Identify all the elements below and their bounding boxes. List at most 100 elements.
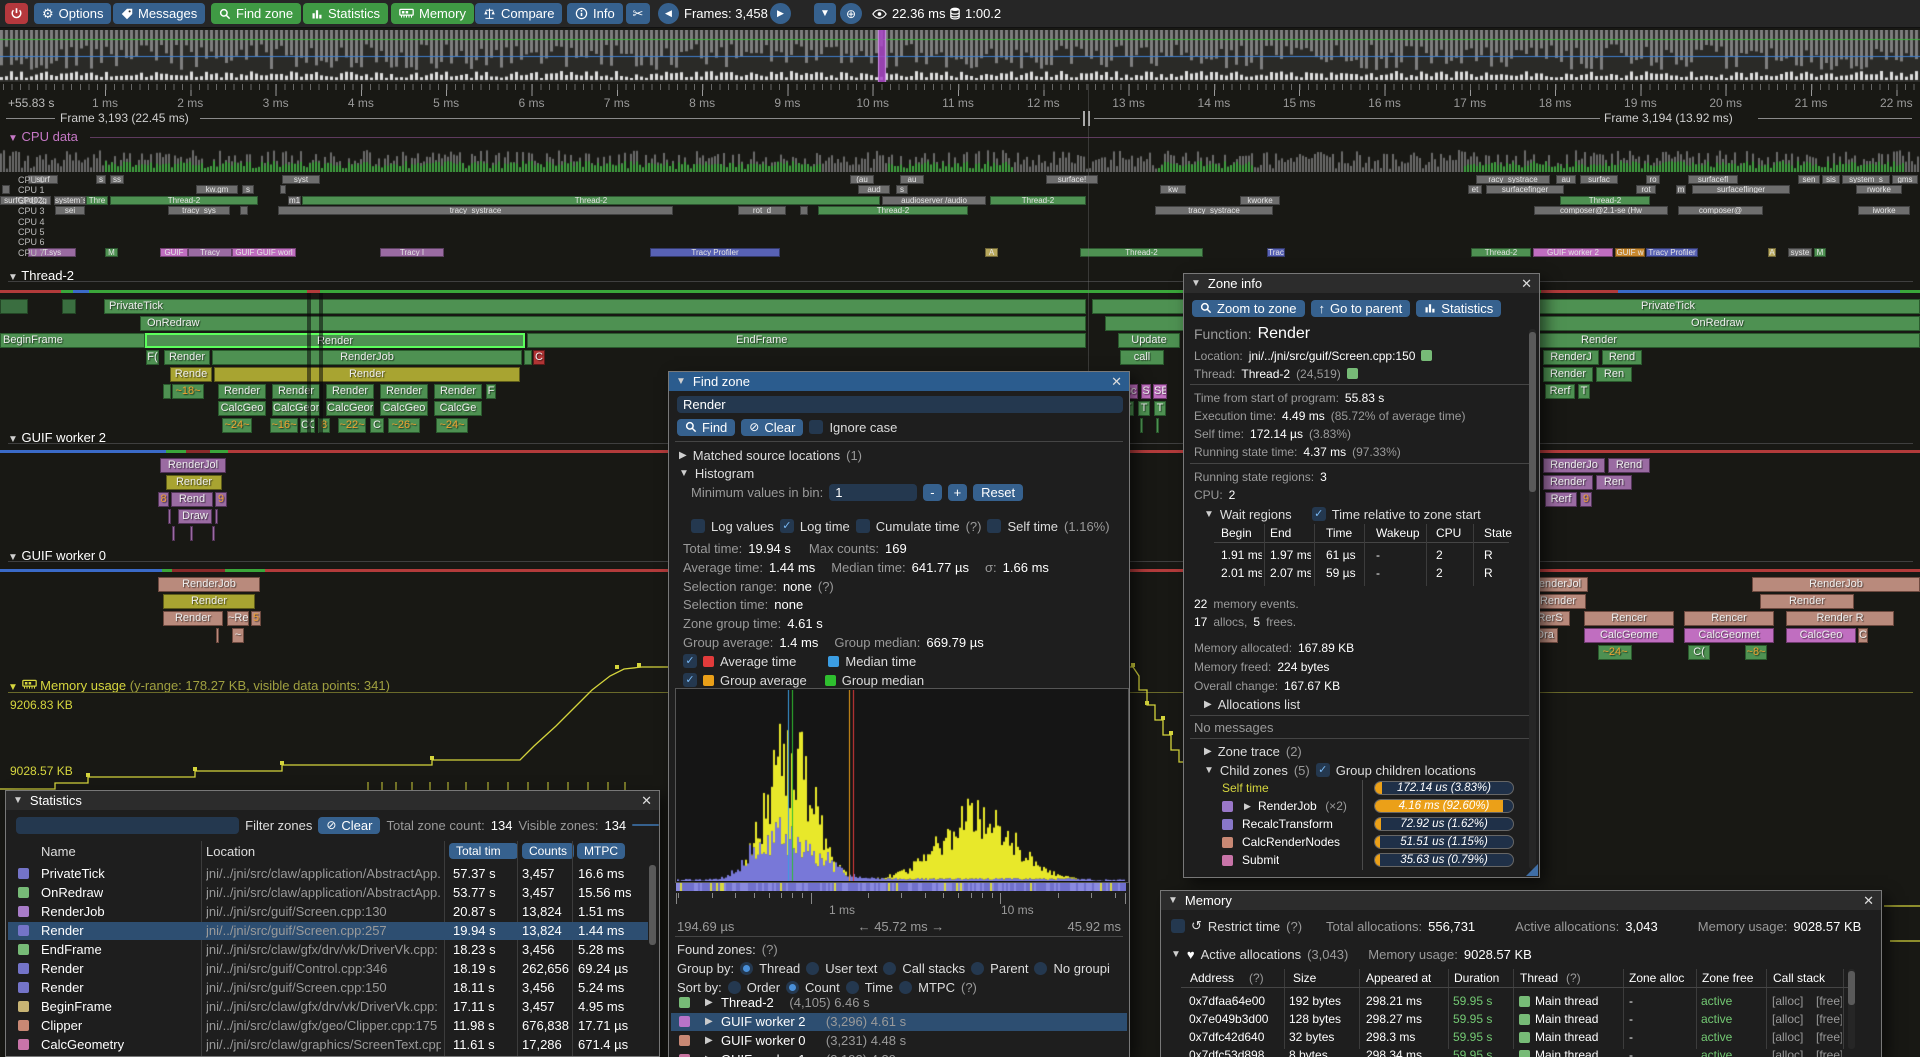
timeline-zone[interactable]: ~18~: [172, 384, 204, 399]
timeline-zone[interactable]: [0, 299, 28, 314]
timeline-zone[interactable]: [163, 384, 171, 399]
timeline-zone[interactable]: ~24~: [1598, 645, 1632, 660]
timeline-zone[interactable]: ~24~: [222, 418, 252, 433]
cpu-zone[interactable]: rot_d: [738, 206, 786, 215]
cpu-zone[interactable]: kw: [1160, 185, 1186, 194]
timeline-zone[interactable]: [216, 628, 219, 643]
cpu-zone[interactable]: Thread-2: [1471, 248, 1531, 257]
cpu-zone[interactable]: Thread-2: [1560, 196, 1650, 205]
resize-grip[interactable]: [1526, 864, 1538, 876]
radio-order[interactable]: [727, 980, 741, 994]
find-zone-titlebar[interactable]: ▼ Find zone ✕: [669, 372, 1129, 391]
memory-button[interactable]: Memory: [391, 3, 474, 24]
found-zone-group[interactable]: ▶ Thread-2 (4,105) 6.46 s: [671, 994, 1127, 1012]
table-row[interactable]: Clipper jni/../jni/src/claw/gfx/geo/Clipp…: [8, 1017, 648, 1035]
cpu-zone[interactable]: [800, 206, 808, 215]
timeline-zone[interactable]: Render: [380, 384, 428, 399]
log-values-checkbox[interactable]: [691, 519, 705, 533]
clear-filter-button[interactable]: ⊘ Clear: [318, 816, 381, 834]
timeline-zone[interactable]: Render: [1530, 594, 1586, 609]
options-button[interactable]: ⚙ Options: [34, 3, 112, 24]
cpu-zone[interactable]: rworke: [1856, 185, 1902, 194]
timeline-zone[interactable]: RenderJol: [160, 458, 226, 473]
zone-info-titlebar[interactable]: ▼ Zone info ✕: [1184, 274, 1539, 293]
cpu-zone[interactable]: system_s: [1842, 175, 1890, 184]
radio-mtpc[interactable]: [899, 980, 913, 994]
timeline-zone[interactable]: [172, 526, 175, 541]
timeline-zone[interactable]: C: [533, 350, 545, 365]
close-icon[interactable]: ✕: [1521, 275, 1532, 291]
cpu-zone[interactable]: s: [96, 175, 106, 184]
found-zone-group[interactable]: ▶ GUIF worker 2 (3,296) 4.61 s: [671, 1013, 1127, 1031]
cpu-zone[interactable]: tracy_systrace: [1155, 206, 1273, 215]
timeline-zone[interactable]: ~16~: [270, 418, 298, 433]
cpu-zone[interactable]: Thread-2: [302, 196, 880, 205]
timeline-zone[interactable]: Render: [214, 367, 520, 382]
timeline-zone[interactable]: Update: [1118, 333, 1180, 348]
cpu-zone[interactable]: syste: [1788, 248, 1812, 257]
timeline-zone[interactable]: T: [1154, 401, 1166, 416]
timeline-zone[interactable]: CalcGeo: [1786, 628, 1856, 643]
cpu-zone[interactable]: m1a: [288, 196, 301, 205]
timeline-zone[interactable]: RenderJob: [212, 350, 522, 365]
statistics-button[interactable]: Statistics: [303, 3, 389, 24]
find-button[interactable]: Find: [677, 418, 736, 436]
frame-overview-strip[interactable]: [0, 30, 1920, 82]
timeline-zone[interactable]: [168, 509, 171, 524]
cpu-zone[interactable]: aud: [858, 185, 890, 194]
cpu-zone[interactable]: audioserver /audio: [882, 196, 986, 205]
cpu-zone[interactable]: system`se: [54, 196, 86, 205]
timeline-zone[interactable]: [524, 350, 532, 365]
timeline-zone[interactable]: ~24~: [436, 418, 468, 433]
timeline-zone[interactable]: Render: [145, 333, 525, 348]
cpu-zone[interactable]: Tracy: [188, 248, 232, 257]
cumulate-time-checkbox[interactable]: [855, 519, 870, 533]
table-row[interactable]: OnRedraw jni/../jni/src/claw/application/…: [8, 884, 648, 902]
cpu-zone[interactable]: Tracy I: [380, 248, 444, 257]
cpu-zone[interactable]: sen: [1798, 175, 1820, 184]
sort-counts[interactable]: Counts: [522, 843, 575, 859]
cpu-zone[interactable]: Tracy Profiler: [1646, 248, 1698, 257]
cpu-zone[interactable]: surfac: [1580, 175, 1618, 184]
cpu-data-header[interactable]: ▼ CPU data: [8, 129, 78, 144]
table-row[interactable]: Render jni/../jni/src/guif/Screen.cpp:150…: [8, 979, 648, 997]
timeline-zone[interactable]: RenderJ: [1543, 350, 1599, 365]
cpu-zone[interactable]: kworke: [1240, 196, 1280, 205]
show-group-checkbox[interactable]: ✓: [683, 673, 697, 687]
timeline-zone[interactable]: CalcGe: [434, 401, 482, 416]
filter-zones-input[interactable]: [16, 816, 240, 834]
minus-button[interactable]: -: [923, 483, 942, 501]
close-icon[interactable]: ✕: [1863, 892, 1874, 908]
allocation-row[interactable]: 0x7dfc53d898 8 bytes 298.34 ms 59.95 s Main …: [1161, 1047, 1851, 1057]
timeline-zone[interactable]: Render: [163, 611, 223, 626]
timeline-zone[interactable]: F: [486, 384, 496, 399]
timeline-zone[interactable]: [1140, 418, 1143, 433]
cpu-zone[interactable]: (au: [850, 175, 874, 184]
timeline-zone[interactable]: Rende: [170, 367, 212, 382]
cpu-zone[interactable]: ss: [110, 175, 124, 184]
timeline-zone[interactable]: T: [1138, 401, 1150, 416]
timeline-zone[interactable]: Rencer: [1584, 611, 1674, 626]
timeline-zone[interactable]: [1156, 418, 1159, 433]
timeline-zone[interactable]: Render: [1440, 333, 1920, 348]
matched-source-locations[interactable]: Matched source locations: [692, 447, 841, 463]
timeline-zone[interactable]: Render: [326, 384, 374, 399]
cpu-zone[interactable]: A: [1768, 248, 1776, 257]
close-icon[interactable]: ✕: [1111, 373, 1122, 389]
zone-statistics-button[interactable]: Statistics: [1416, 299, 1502, 317]
cpu-zone[interactable]: syst: [282, 175, 320, 184]
time-relative-checkbox[interactable]: ✓: [1311, 507, 1326, 521]
reset-button[interactable]: Reset: [973, 483, 1024, 501]
cpu-zone[interactable]: GUIF worker 2: [1533, 248, 1613, 257]
thread-header[interactable]: ▼ Thread-2: [8, 268, 75, 283]
timeline-zone[interactable]: Render R: [1786, 611, 1894, 626]
allocation-row[interactable]: 0x7dfc42d640 32 bytes 298.3 ms 59.95 s Main …: [1189, 1030, 1842, 1044]
timeline-zone[interactable]: C(: [1688, 645, 1710, 660]
zoom-to-zone-button[interactable]: Zoom to zone: [1192, 299, 1305, 317]
cpu-zone[interactable]: surfaceflinger: [1692, 185, 1790, 194]
scrollbar[interactable]: [649, 865, 656, 945]
collapse-button[interactable]: ▼: [814, 3, 836, 24]
timeline-zone[interactable]: CalcGeo: [218, 401, 266, 416]
timeline-zone[interactable]: Rend: [1602, 350, 1642, 365]
